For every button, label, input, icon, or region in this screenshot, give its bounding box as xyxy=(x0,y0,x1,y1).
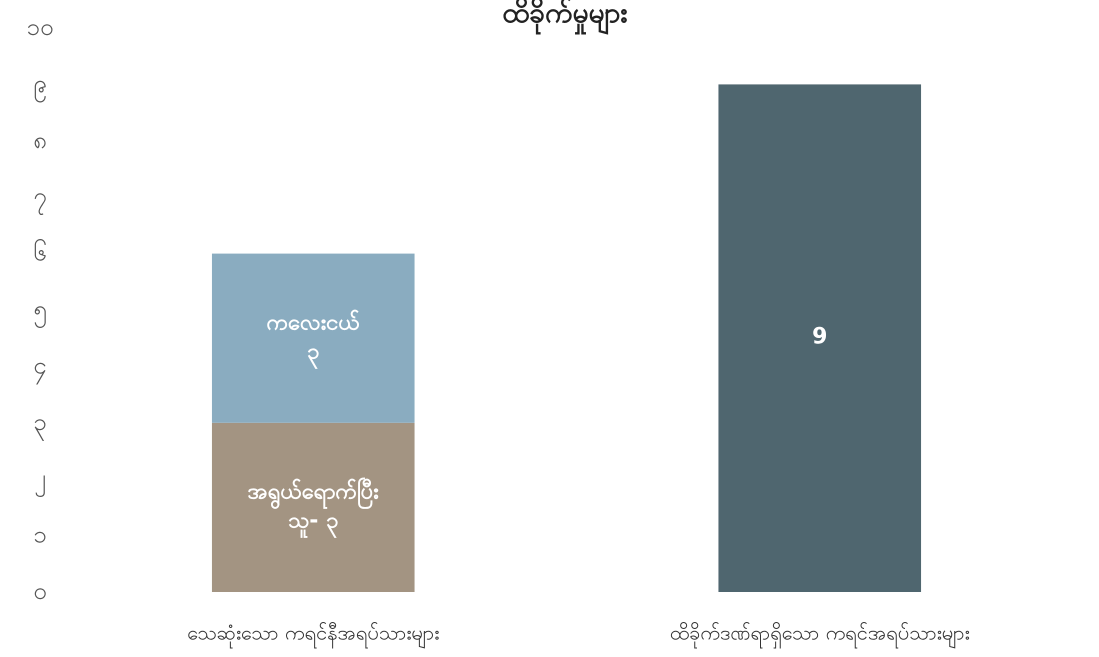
bar-segment xyxy=(211,253,415,423)
y-tick-label: ၁ xyxy=(33,521,47,549)
bar-segment xyxy=(211,422,415,592)
y-tick-label: ၅ xyxy=(33,295,47,328)
y-tick-label: ၉ xyxy=(33,69,47,102)
data-label: အရွယ်ရောက်ပြီး သူ- ၃ xyxy=(247,479,379,534)
y-tick-label: ၇ xyxy=(33,182,47,215)
y-tick-label: ၈ xyxy=(33,126,47,154)
y-tick-label: ၃ xyxy=(33,408,47,441)
bar-segment xyxy=(718,84,922,593)
data-label: 9 xyxy=(812,324,828,350)
y-tick-label: ၂ xyxy=(34,464,46,497)
x-tick-label: ထိခိုက်ဒဏ်ရာရှိသော ကရင်အရပ်သားများ xyxy=(670,621,970,649)
y-tick-label: ၁၀ xyxy=(27,13,54,41)
y-tick-label: ၀ xyxy=(33,577,47,605)
y-tick-label: ၆ xyxy=(33,238,47,267)
data-label: ကလေးငယ် ၃ xyxy=(266,310,360,365)
chart-title: ထိခိုက်မှုများ xyxy=(502,0,627,36)
y-tick-label: ၄ xyxy=(33,351,47,384)
x-tick-label: သေဆုံးသော ကရင်နီအရပ်သားများ xyxy=(187,621,439,649)
